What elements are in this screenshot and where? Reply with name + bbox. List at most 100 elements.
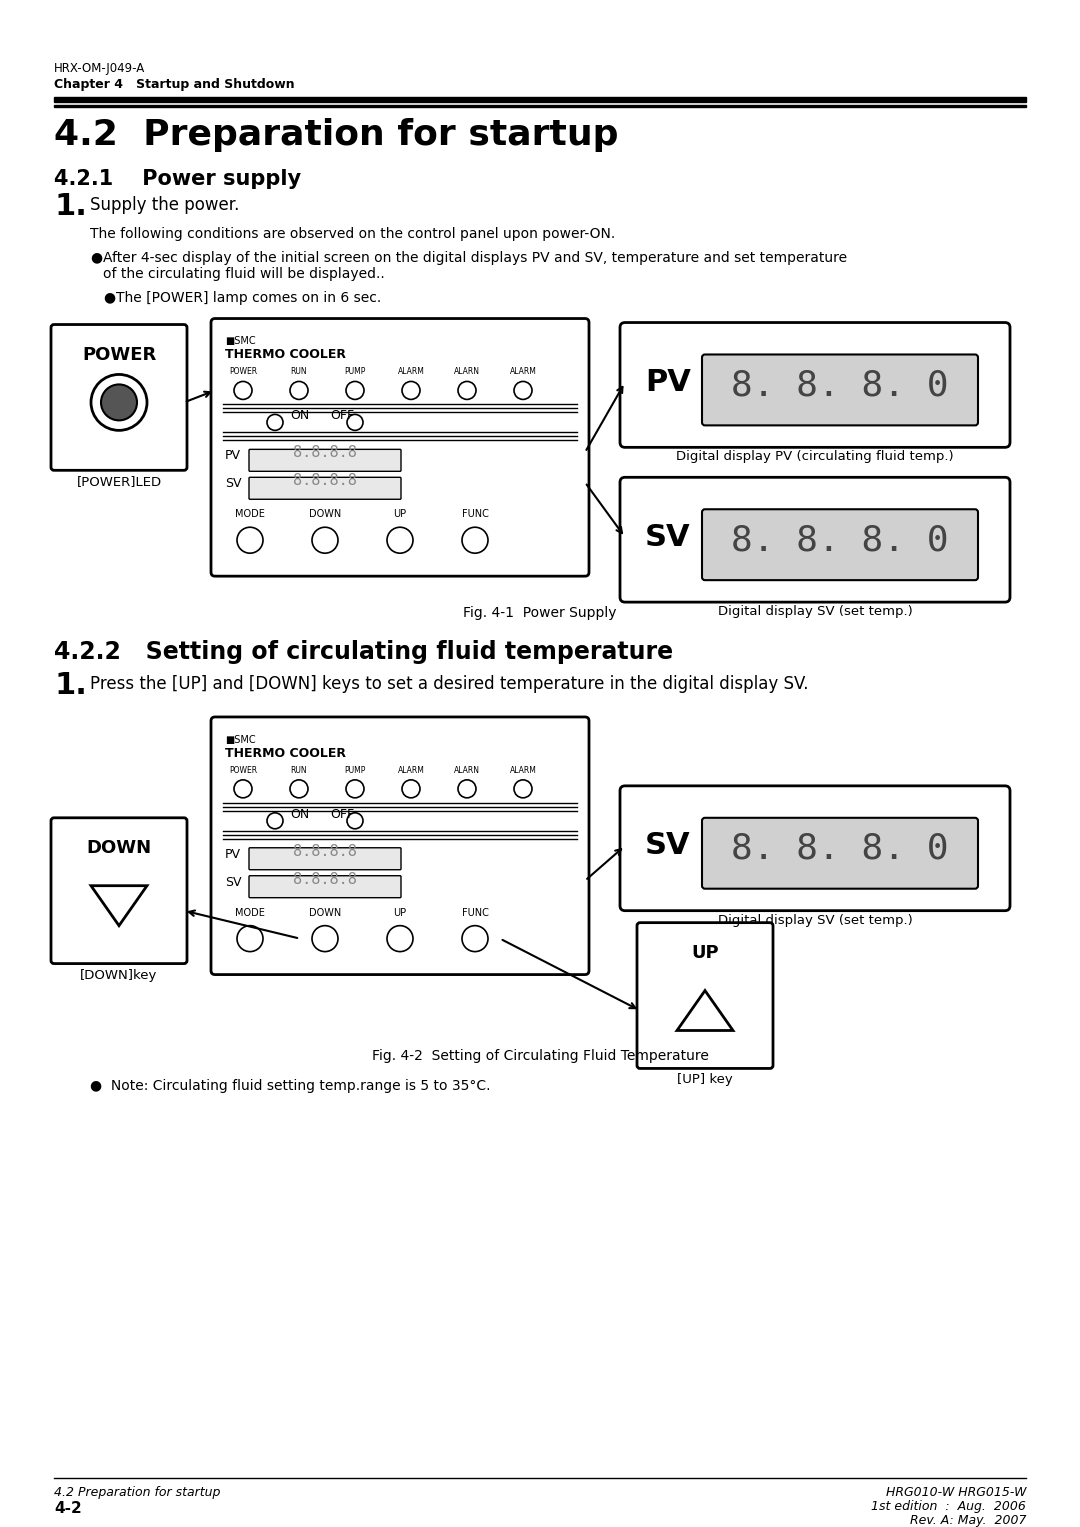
Text: ●: ● xyxy=(90,250,103,264)
Text: ●: ● xyxy=(103,290,116,304)
Text: PV: PV xyxy=(645,368,691,397)
Text: The following conditions are observed on the control panel upon power-ON.: The following conditions are observed on… xyxy=(90,226,616,241)
FancyBboxPatch shape xyxy=(51,818,187,964)
Text: DOWN: DOWN xyxy=(309,508,341,519)
Text: 8.8.8.8: 8.8.8.8 xyxy=(293,844,356,858)
Text: The [POWER] lamp comes on in 6 sec.: The [POWER] lamp comes on in 6 sec. xyxy=(116,290,381,304)
Text: ■SMC: ■SMC xyxy=(225,336,256,347)
Text: 8.8.8.8: 8.8.8.8 xyxy=(293,446,356,460)
FancyBboxPatch shape xyxy=(249,478,401,499)
Text: UP: UP xyxy=(691,944,719,962)
Text: FUNC: FUNC xyxy=(461,907,488,918)
Text: Digital display SV (set temp.): Digital display SV (set temp.) xyxy=(717,605,913,618)
Text: HRG010-W HRG015-W: HRG010-W HRG015-W xyxy=(886,1486,1026,1500)
Text: ON: ON xyxy=(291,808,309,822)
Circle shape xyxy=(346,780,364,797)
Text: DOWN: DOWN xyxy=(86,838,151,857)
Text: ALARM: ALARM xyxy=(397,767,424,774)
Text: OFF: OFF xyxy=(330,808,354,822)
Bar xyxy=(54,96,1026,102)
Text: UP: UP xyxy=(393,508,406,519)
Circle shape xyxy=(346,382,364,400)
FancyBboxPatch shape xyxy=(249,449,401,472)
Text: RUN: RUN xyxy=(291,368,308,377)
Text: Fig. 4-2  Setting of Circulating Fluid Temperature: Fig. 4-2 Setting of Circulating Fluid Te… xyxy=(372,1049,708,1063)
Text: [POWER]LED: [POWER]LED xyxy=(77,475,162,489)
Text: ALARM: ALARM xyxy=(397,368,424,377)
Text: 4.2 Preparation for startup: 4.2 Preparation for startup xyxy=(54,1486,220,1500)
Text: PUMP: PUMP xyxy=(345,368,366,377)
Text: 8.8.8.8: 8.8.8.8 xyxy=(293,872,356,887)
Text: POWER: POWER xyxy=(229,767,257,774)
FancyBboxPatch shape xyxy=(51,325,187,470)
Circle shape xyxy=(514,382,532,400)
Circle shape xyxy=(291,382,308,400)
Text: After 4-sec display of the initial screen on the digital displays PV and SV, tem: After 4-sec display of the initial scree… xyxy=(103,250,847,264)
FancyBboxPatch shape xyxy=(620,478,1010,602)
Circle shape xyxy=(91,374,147,431)
FancyBboxPatch shape xyxy=(702,818,978,889)
Text: Press the [UP] and [DOWN] keys to set a desired temperature in the digital displ: Press the [UP] and [DOWN] keys to set a … xyxy=(90,675,809,693)
Text: 4.2.1    Power supply: 4.2.1 Power supply xyxy=(54,168,301,189)
FancyBboxPatch shape xyxy=(211,319,589,576)
Text: [UP] key: [UP] key xyxy=(677,1073,733,1086)
Text: POWER: POWER xyxy=(82,347,157,365)
Circle shape xyxy=(312,925,338,951)
Text: THERMO COOLER: THERMO COOLER xyxy=(225,348,346,362)
Text: ■SMC: ■SMC xyxy=(225,734,256,745)
Circle shape xyxy=(458,780,476,797)
Circle shape xyxy=(312,527,338,553)
FancyBboxPatch shape xyxy=(702,510,978,580)
Circle shape xyxy=(462,527,488,553)
Circle shape xyxy=(347,812,363,829)
Text: ALARM: ALARM xyxy=(510,767,537,774)
Text: ALARN: ALARN xyxy=(454,767,480,774)
Text: PV: PV xyxy=(225,847,241,861)
Circle shape xyxy=(102,385,137,420)
Text: MODE: MODE xyxy=(235,508,265,519)
Circle shape xyxy=(387,527,413,553)
Text: THERMO COOLER: THERMO COOLER xyxy=(225,747,346,760)
Text: 4.2  Preparation for startup: 4.2 Preparation for startup xyxy=(54,118,619,151)
Text: 4-2: 4-2 xyxy=(54,1501,82,1516)
Text: PUMP: PUMP xyxy=(345,767,366,774)
Circle shape xyxy=(267,812,283,829)
Text: SV: SV xyxy=(225,875,242,889)
Text: ALARN: ALARN xyxy=(454,368,480,377)
Text: OFF: OFF xyxy=(330,409,354,423)
Text: 1.: 1. xyxy=(54,670,86,699)
Text: Supply the power.: Supply the power. xyxy=(90,195,240,214)
Text: 8. 8. 8. 0: 8. 8. 8. 0 xyxy=(731,524,948,557)
Circle shape xyxy=(462,925,488,951)
Text: FUNC: FUNC xyxy=(461,508,488,519)
Circle shape xyxy=(237,527,264,553)
Polygon shape xyxy=(91,886,147,925)
Text: of the circulating fluid will be displayed..: of the circulating fluid will be display… xyxy=(103,267,384,281)
Text: HRX-OM-J049-A: HRX-OM-J049-A xyxy=(54,63,145,75)
Circle shape xyxy=(402,382,420,400)
Text: [DOWN]key: [DOWN]key xyxy=(80,968,158,982)
Text: ON: ON xyxy=(291,409,309,423)
Circle shape xyxy=(234,382,252,400)
FancyBboxPatch shape xyxy=(211,718,589,974)
Circle shape xyxy=(514,780,532,797)
FancyBboxPatch shape xyxy=(249,847,401,870)
FancyBboxPatch shape xyxy=(620,786,1010,910)
Text: DOWN: DOWN xyxy=(309,907,341,918)
Circle shape xyxy=(291,780,308,797)
Text: Digital display PV (circulating fluid temp.): Digital display PV (circulating fluid te… xyxy=(676,450,954,463)
FancyBboxPatch shape xyxy=(637,922,773,1069)
Text: 8. 8. 8. 0: 8. 8. 8. 0 xyxy=(731,368,948,403)
Circle shape xyxy=(347,414,363,431)
Polygon shape xyxy=(677,991,733,1031)
Text: RUN: RUN xyxy=(291,767,308,774)
Circle shape xyxy=(267,414,283,431)
Text: ●  Note: Circulating fluid setting temp.range is 5 to 35°C.: ● Note: Circulating fluid setting temp.r… xyxy=(90,1080,490,1093)
Text: Rev. A: May.  2007: Rev. A: May. 2007 xyxy=(909,1513,1026,1527)
Bar xyxy=(54,105,1026,107)
FancyBboxPatch shape xyxy=(620,322,1010,447)
Circle shape xyxy=(387,925,413,951)
Text: PV: PV xyxy=(225,449,241,463)
Text: Chapter 4   Startup and Shutdown: Chapter 4 Startup and Shutdown xyxy=(54,78,295,92)
Text: ALARM: ALARM xyxy=(510,368,537,377)
